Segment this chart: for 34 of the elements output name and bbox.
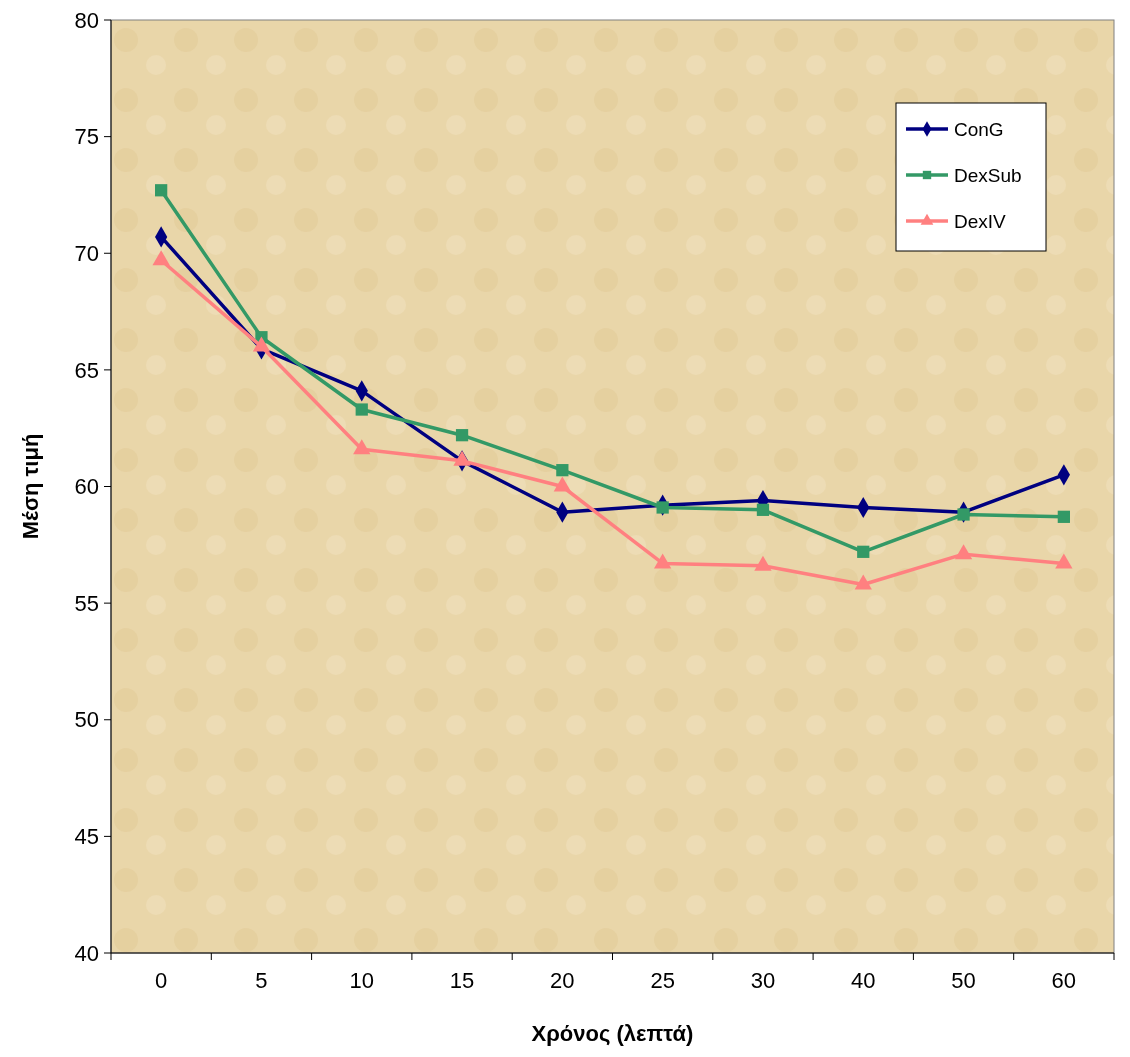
point [355,403,368,416]
point [556,464,569,477]
y-tick-label: 60 [74,474,99,500]
x-tick-label: 50 [951,968,976,993]
y-tick-label: 75 [74,124,99,150]
point [857,545,870,558]
x-tick-label: 10 [349,968,374,993]
y-tick-label: 40 [74,940,99,966]
x-tick-label: 60 [1051,968,1077,993]
x-tick-label: 15 [449,968,475,993]
y-tick-label: 80 [74,7,99,33]
point [155,184,168,197]
point [957,508,970,521]
x-axis-title: Χρόνος (λεπτά) [531,1021,694,1046]
y-tick-label: 70 [74,240,99,266]
x-tick-label: 30 [750,968,776,993]
x-tick-label: 5 [255,968,268,993]
legend-label: ConG [954,118,1004,140]
point [756,503,770,516]
legend-label: DexSub [954,164,1022,186]
x-tick-label: 20 [550,968,575,993]
point [1057,510,1070,523]
point [656,501,669,514]
y-axis-title: Μέση τιμή [18,433,43,540]
y-tick-label: 55 [74,590,99,616]
x-tick-label: 25 [650,968,675,993]
y-tick-label: 50 [74,707,99,733]
y-tick-label: 45 [74,824,99,850]
x-tick-label: 0 [155,968,168,993]
x-tick-label: 40 [851,968,876,993]
point [455,429,469,442]
y-tick-label: 65 [74,357,99,383]
point [954,544,973,560]
legend-label: DexIV [954,210,1007,232]
